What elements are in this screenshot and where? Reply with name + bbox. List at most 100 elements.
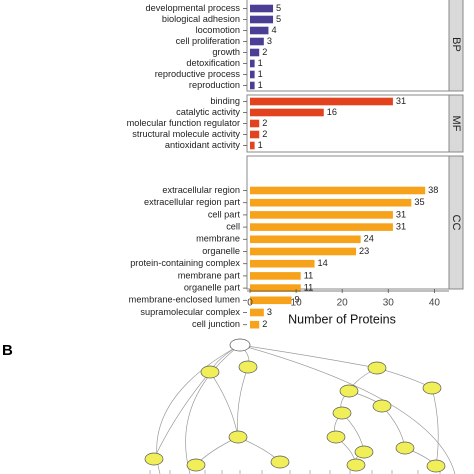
data-label: 3 bbox=[267, 307, 272, 317]
bar bbox=[250, 320, 260, 329]
x-tick-label: 40 bbox=[429, 298, 441, 309]
network-edge bbox=[381, 405, 406, 449]
network-node bbox=[238, 360, 258, 374]
bar bbox=[250, 81, 255, 90]
category-label: membrane-enclosed lumen bbox=[129, 295, 240, 305]
bar bbox=[250, 223, 393, 231]
data-label: 2 bbox=[262, 129, 267, 139]
bar bbox=[250, 186, 426, 195]
bar bbox=[250, 259, 315, 268]
network-node bbox=[186, 458, 206, 472]
network-edge bbox=[431, 387, 439, 467]
category-label: locomotion bbox=[196, 25, 240, 35]
network-node bbox=[346, 458, 366, 472]
network-node bbox=[367, 361, 387, 375]
category-label: organelle part bbox=[184, 283, 241, 293]
network-node bbox=[229, 338, 251, 352]
x-tick-label: 10 bbox=[291, 298, 303, 309]
data-label: 31 bbox=[396, 96, 406, 106]
category-label: supramolecular complex bbox=[140, 307, 240, 317]
bar bbox=[250, 48, 260, 57]
data-label: 2 bbox=[262, 319, 267, 329]
data-label: 3 bbox=[267, 36, 272, 46]
category-label: structural molecule activity bbox=[132, 129, 240, 139]
bar bbox=[250, 26, 269, 35]
network-edge bbox=[209, 371, 239, 438]
category-label: cell proliferation bbox=[176, 36, 240, 46]
network-node bbox=[426, 459, 446, 473]
network-node bbox=[270, 455, 290, 469]
category-label: extracellular region bbox=[162, 185, 240, 195]
category-label: cell junction bbox=[192, 319, 240, 329]
network-node bbox=[339, 384, 359, 398]
data-label: 2 bbox=[262, 118, 267, 128]
facet-label: CC bbox=[450, 215, 462, 231]
bar bbox=[250, 272, 301, 280]
data-label: 2 bbox=[262, 47, 267, 57]
category-label: protein-containing complex bbox=[130, 258, 240, 268]
network-node bbox=[332, 406, 352, 420]
category-label: detoxification bbox=[186, 58, 240, 68]
category-label: molecular function regulator bbox=[127, 118, 240, 128]
bar bbox=[250, 130, 260, 139]
category-label: antioxidant activity bbox=[165, 140, 240, 150]
bar bbox=[250, 296, 292, 305]
category-label: reproductive process bbox=[155, 69, 241, 79]
network-node bbox=[144, 452, 164, 466]
network-edge bbox=[185, 344, 241, 474]
data-label: 23 bbox=[359, 246, 369, 256]
x-axis: 0 10 20 30 40 Number of Proteins bbox=[247, 289, 449, 326]
category-label: cell part bbox=[208, 209, 241, 219]
category-label: membrane bbox=[196, 234, 240, 244]
network-node bbox=[354, 445, 374, 459]
data-label: 24 bbox=[364, 234, 374, 244]
network-node bbox=[395, 441, 415, 455]
data-label: 14 bbox=[318, 258, 328, 268]
x-axis-label: Number of Proteins bbox=[288, 312, 396, 326]
category-label: membrane part bbox=[178, 270, 241, 280]
bar bbox=[250, 198, 412, 207]
bar bbox=[250, 247, 357, 256]
x-tick-label: 0 bbox=[247, 298, 253, 309]
data-label: 31 bbox=[396, 222, 406, 232]
data-label: 5 bbox=[276, 3, 281, 13]
bar-chart: BP developmental process 5 biological adhes… bbox=[127, 0, 464, 329]
network-edge bbox=[156, 344, 241, 474]
category-label: binding bbox=[210, 96, 240, 106]
network-node bbox=[326, 430, 346, 444]
bar bbox=[250, 284, 301, 292]
facet-strip bbox=[448, 94, 464, 153]
category-label: organelle bbox=[202, 246, 240, 256]
panel-frame bbox=[246, 155, 464, 290]
category-label: developmental process bbox=[146, 3, 241, 13]
bar bbox=[250, 4, 274, 13]
bar bbox=[250, 141, 255, 150]
facet-label: MF bbox=[450, 116, 462, 132]
go-network-diagram bbox=[144, 338, 456, 474]
bar bbox=[250, 97, 393, 106]
series-group-cc: CC extracellular region 38 extracellular re… bbox=[129, 155, 464, 329]
category-label: reproduction bbox=[189, 80, 240, 90]
category-label: cell bbox=[226, 222, 240, 232]
category-label: growth bbox=[212, 47, 240, 57]
data-label: 11 bbox=[304, 283, 314, 293]
category-label: extracellular region part bbox=[144, 197, 240, 207]
bar bbox=[250, 108, 324, 117]
data-label: 1 bbox=[258, 80, 263, 90]
bar bbox=[250, 37, 264, 46]
data-label: 1 bbox=[258, 140, 263, 150]
data-label: 31 bbox=[396, 209, 406, 219]
network-node bbox=[228, 430, 248, 444]
data-label: 35 bbox=[414, 197, 424, 207]
network-node bbox=[200, 365, 220, 379]
panel-label: B bbox=[2, 342, 13, 359]
bar bbox=[250, 70, 255, 79]
bar bbox=[250, 15, 274, 24]
facet-label: BP bbox=[450, 37, 462, 52]
network-edge bbox=[153, 371, 211, 460]
data-label: 9 bbox=[294, 295, 299, 305]
bar bbox=[250, 119, 260, 128]
bar bbox=[250, 308, 264, 317]
category-label: biological adhesion bbox=[162, 14, 240, 24]
